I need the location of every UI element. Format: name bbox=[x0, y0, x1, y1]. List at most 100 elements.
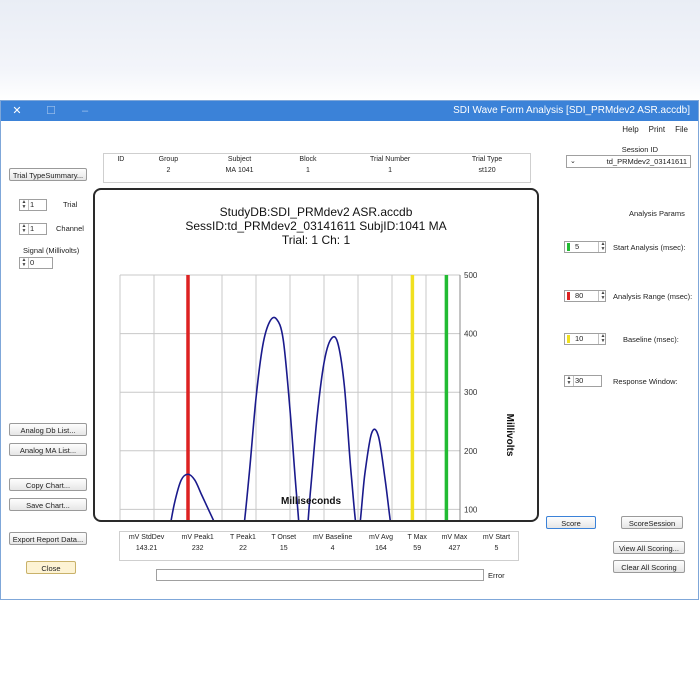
value-block: 1 bbox=[306, 167, 310, 174]
view-all-scoring-button[interactable]: View All Scoring... bbox=[613, 541, 685, 554]
header-mv-start: mV Start bbox=[482, 534, 511, 541]
channel-label: Channel bbox=[56, 224, 84, 233]
analysis-range-stepper[interactable]: ▲ ▼ 80 bbox=[564, 290, 606, 302]
error-field[interactable] bbox=[156, 569, 484, 581]
response-window-stepper[interactable]: ▲ ▼ 30 bbox=[564, 375, 602, 387]
value-mv-avg: 164 bbox=[375, 545, 387, 552]
trial-type-summary-button[interactable]: Trial TypeSummary... bbox=[9, 168, 87, 181]
header-trial-number: Trial Number bbox=[370, 156, 411, 163]
channel-stepper[interactable]: ▲ ▼ 1 bbox=[19, 223, 47, 235]
analysis-params-label: Analysis Params bbox=[629, 209, 685, 218]
channel-value: 1 bbox=[30, 224, 35, 233]
value-mv-baseline: 4 bbox=[330, 545, 335, 552]
maximize-icon[interactable]: ☐ bbox=[46, 105, 56, 117]
x-axis-label: Milliseconds bbox=[281, 496, 341, 507]
window-title: SDI Wave Form Analysis [SDI_PRMdev2 ASR.… bbox=[453, 105, 690, 116]
save-chart-button[interactable]: Save Chart... bbox=[9, 498, 87, 511]
range-color-swatch bbox=[567, 292, 570, 300]
header-t-peak1: T Peak1 bbox=[230, 534, 256, 541]
close-icon[interactable]: ✕ bbox=[12, 105, 22, 117]
value-subject: 1041 MA bbox=[225, 167, 254, 174]
chart-canvas: StudyDB:SDI_PRMdev2 ASR.accdb SessID:td_… bbox=[119, 205, 515, 520]
analysis-range-value: 80 bbox=[575, 291, 584, 300]
score-button[interactable]: Score bbox=[546, 516, 596, 529]
waveform-series-line bbox=[170, 316, 391, 520]
header-subject: Subject bbox=[227, 156, 252, 163]
spinner-icon: ▲ ▼ bbox=[20, 200, 29, 210]
value-group: 2 bbox=[166, 167, 171, 174]
start-analysis-value: 5 bbox=[575, 242, 580, 251]
copy-chart-button[interactable]: Copy Chart... bbox=[9, 478, 87, 491]
menu-print[interactable]: Print bbox=[648, 125, 666, 134]
minimize-icon[interactable]: – bbox=[81, 105, 89, 117]
session-value: td_PRMdev2_03141611 bbox=[606, 157, 687, 166]
y-tick-label: 100 bbox=[464, 505, 478, 514]
value-id bbox=[104, 165, 138, 176]
table-header-row: mV Start mV Max T Max mV Avg mV Baseline… bbox=[120, 532, 518, 543]
value-mv-start: 5 bbox=[494, 545, 499, 552]
signal-label: Signal (Millivolts) bbox=[23, 246, 80, 255]
value-trial-type: st120 bbox=[478, 167, 496, 174]
value-mv-max: 427 bbox=[448, 545, 461, 552]
signal-value: 0 bbox=[30, 258, 35, 267]
y-tick-label: 300 bbox=[464, 388, 478, 397]
spinner-icon: ▲ ▼ bbox=[598, 291, 607, 301]
response-window-label: Response Window: bbox=[613, 377, 678, 386]
score-session-button[interactable]: ScoreSession bbox=[621, 516, 683, 529]
waveform-chart: StudyDB:SDI_PRMdev2 ASR.accdb SessID:td_… bbox=[93, 188, 539, 522]
session-label: Session ID bbox=[621, 145, 658, 154]
trial-value: 1 bbox=[30, 200, 35, 209]
close-button[interactable]: Close bbox=[26, 561, 76, 574]
chart-title-line-3: Trial: 1 Ch: 1 bbox=[282, 233, 351, 247]
start-analysis-label: Start Analysis (msec): bbox=[613, 243, 686, 252]
baseline-stepper[interactable]: ▲ ▼ 10 bbox=[564, 333, 606, 345]
y-axis-label: Millivolts bbox=[504, 414, 515, 457]
start-analysis-stepper[interactable]: ▲ ▼ 5 bbox=[564, 241, 606, 253]
y-tick-label: 400 bbox=[464, 330, 478, 339]
trial-stepper[interactable]: ▲ ▼ 1 bbox=[19, 199, 47, 211]
spinner-icon: ▲ ▼ bbox=[565, 376, 574, 386]
chevron-down-icon: ⌄ bbox=[570, 158, 576, 165]
menu-bar: File Print Help bbox=[622, 125, 688, 134]
baseline-color-swatch bbox=[567, 335, 570, 343]
spinner-icon: ▲ ▼ bbox=[598, 334, 607, 344]
session-select[interactable]: ⌄ td_PRMdev2_03141611 bbox=[566, 155, 691, 168]
background-fade bbox=[0, 0, 700, 100]
header-mv-stddev: mV StdDev bbox=[128, 534, 165, 541]
value-mv-stddev: 143.21 bbox=[135, 545, 158, 552]
trial-label: Trial bbox=[63, 200, 78, 209]
export-report-data-button[interactable]: Export Report Data... bbox=[9, 532, 87, 545]
results-table: mV Start mV Max T Max mV Avg mV Baseline… bbox=[119, 531, 519, 561]
menu-file[interactable]: File bbox=[675, 125, 688, 134]
spinner-icon: ▲ ▼ bbox=[598, 242, 607, 252]
title-bar: ✕ ☐ – SDI Wave Form Analysis [SDI_PRMdev… bbox=[1, 101, 698, 121]
value-trial-number: 1 bbox=[388, 167, 393, 174]
header-t-onset: T Onset bbox=[271, 534, 297, 541]
value-mv-peak1: 232 bbox=[191, 545, 204, 552]
header-mv-peak1: mV Peak1 bbox=[181, 534, 214, 541]
table-row: st120 1 1 1041 MA 2 bbox=[104, 165, 530, 176]
header-id: ID bbox=[117, 156, 125, 163]
value-t-onset: 15 bbox=[279, 545, 288, 552]
analog-ma-list-button[interactable]: Analog MA List... bbox=[9, 443, 87, 456]
header-t-max: T Max bbox=[407, 534, 427, 541]
menu-help[interactable]: Help bbox=[622, 125, 639, 134]
app-window: ✕ ☐ – SDI Wave Form Analysis [SDI_PRMdev… bbox=[0, 100, 699, 600]
y-tick-label: 500 bbox=[464, 271, 478, 280]
value-t-max: 59 bbox=[413, 545, 422, 552]
header-group: Group bbox=[158, 156, 179, 163]
table-row: 5 427 59 164 4 15 22 232 143.21 bbox=[120, 543, 518, 554]
chart-title-line-1: StudyDB:SDI_PRMdev2 ASR.accdb bbox=[220, 205, 413, 219]
error-label: Error bbox=[488, 571, 505, 580]
signal-stepper[interactable]: ▲ ▼ 0 bbox=[19, 257, 53, 269]
baseline-label: Baseline (msec): bbox=[623, 335, 679, 344]
clear-all-scoring-button[interactable]: Clear All Scoring bbox=[613, 560, 685, 573]
table-header-row: Trial Type Trial Number Block Subject Gr… bbox=[104, 154, 530, 165]
header-block: Block bbox=[299, 156, 317, 163]
y-tick-label: 200 bbox=[464, 447, 478, 456]
header-mv-avg: mV Avg bbox=[368, 534, 393, 541]
value-t-peak1: 22 bbox=[239, 545, 247, 552]
trial-info-table: Trial Type Trial Number Block Subject Gr… bbox=[103, 153, 531, 183]
analysis-range-label: Analysis Range (msec): bbox=[613, 292, 693, 301]
analog-db-list-button[interactable]: Analog Db List... bbox=[9, 423, 87, 436]
